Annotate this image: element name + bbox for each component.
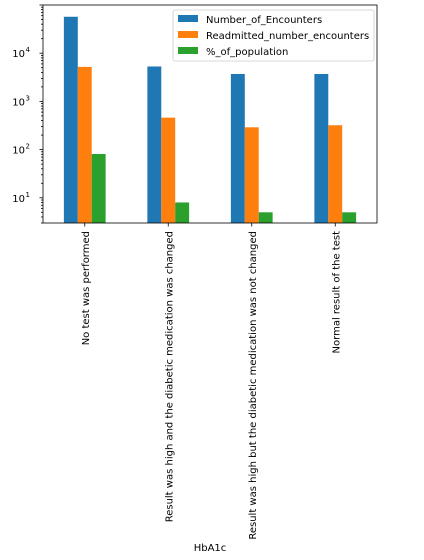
legend-swatch-1 — [178, 15, 198, 22]
bar-3-3 — [258, 212, 273, 223]
bar-3-2 — [175, 202, 190, 223]
bar-1-2 — [147, 66, 162, 223]
bar-3-4 — [342, 212, 357, 223]
y-tick-exponent-4: 4 — [26, 46, 31, 54]
y-tick-exponent-3: 3 — [26, 94, 30, 102]
legend-swatch-2 — [178, 31, 198, 38]
y-tick-exponent-2: 2 — [26, 143, 30, 151]
bar-3-1 — [91, 154, 106, 223]
y-tick-label-2: 10 — [12, 146, 25, 157]
y-tick-label-1: 10 — [12, 194, 25, 205]
x-tick-label-4: Normal result of the test — [331, 231, 342, 354]
bar-2-1 — [77, 66, 92, 224]
legend-box — [172, 9, 375, 62]
y-tick-exponent-1: 1 — [26, 191, 30, 199]
x-tick-label-1: No test was performed — [81, 231, 92, 345]
bar-2-4 — [328, 125, 343, 223]
plot-frame — [42, 4, 378, 224]
legend-swatch-3 — [178, 47, 198, 54]
x-tick-label-2: Result was high and the diabetic medicat… — [164, 231, 175, 522]
legend-label-2: Readmitted_number_encounters — [206, 31, 369, 42]
y-tick-label-3: 10 — [12, 97, 25, 108]
legend-label-1: Number_of_Encounters — [206, 15, 322, 26]
x-tick-label-3: Result was high but the diabetic medicat… — [248, 231, 259, 540]
legend: Number_of_Encounters Readmitted_number_en… — [172, 9, 375, 62]
bar-1-1 — [63, 16, 78, 224]
x-axis: No test was performed Result was high and… — [81, 223, 342, 540]
bar-1-4 — [314, 74, 329, 223]
bar-1-3 — [230, 74, 245, 223]
y-tick-label-4: 10 — [12, 49, 25, 60]
x-axis-label: HbA1c — [194, 543, 227, 554]
bar-2-3 — [244, 127, 259, 223]
bars-layer — [63, 16, 357, 224]
bar-2-2 — [161, 117, 176, 223]
legend-label-3: %_of_population — [206, 47, 288, 58]
